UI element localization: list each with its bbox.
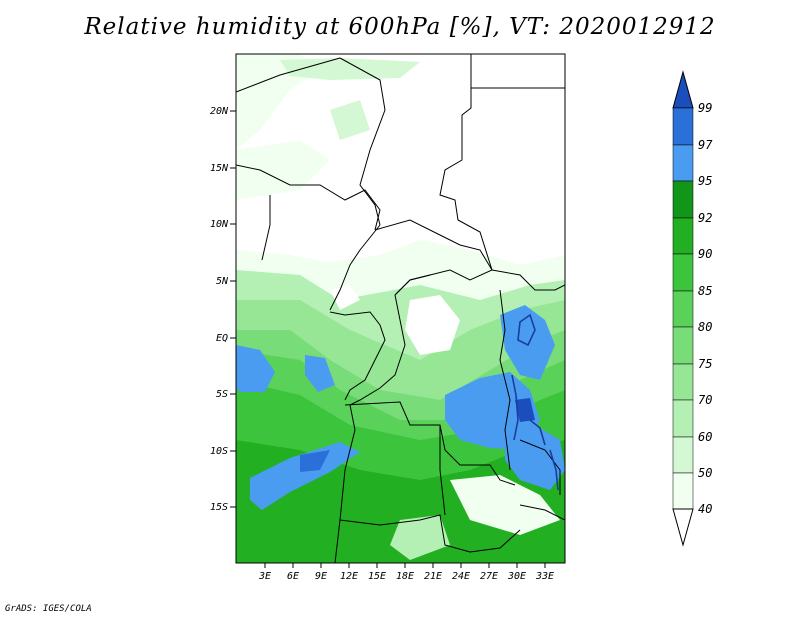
border-niger-chad (339, 57, 386, 226)
rh-patch-south (390, 515, 450, 560)
map-frame (235, 53, 566, 564)
lake-malawi (549, 449, 559, 491)
border-south-sudan (491, 269, 565, 291)
colorbar-label: 75 (698, 357, 712, 371)
rh-blue-coast (305, 355, 335, 392)
border-chad-sudan (394, 54, 493, 296)
lon-label: 27E (480, 571, 498, 582)
longitude-axis: 3E 6E 9E 12E 15E 18E 21E 24E 27E 30E 33E (258, 563, 554, 582)
border-congo-drc (349, 294, 406, 406)
lat-label: 15S (210, 502, 228, 513)
colorbar-segment (672, 472, 694, 510)
lat-label: 5N (216, 276, 229, 287)
colorbar-label: 80 (698, 320, 712, 334)
rh-patch-central-north (330, 100, 370, 140)
lon-label: 9E (315, 571, 327, 582)
colorbar-label: 50 (698, 466, 712, 480)
lon-label: 3E (258, 571, 271, 582)
colorbar-top-arrow (672, 70, 694, 109)
colorbar-bottom-arrow (672, 508, 694, 547)
colorbar-label: 85 (698, 284, 712, 298)
rh-patch-north-west (236, 54, 320, 150)
border-benin-togo (261, 195, 271, 261)
border-angola-zambia (439, 425, 446, 516)
colorbar-label: 95 (698, 174, 712, 188)
rh-blue-core-east (515, 398, 535, 422)
rh-blue-atlantic-core (300, 450, 330, 472)
lake-tanganyika (511, 374, 519, 441)
colorbar-segment (672, 363, 694, 401)
colorbar-label: 70 (698, 393, 712, 407)
lat-label: 20N (210, 106, 229, 117)
lon-label: 24E (452, 571, 470, 582)
country-borders (236, 54, 565, 563)
lon-label: 18E (396, 571, 414, 582)
rh-patch-west-sahel (236, 140, 330, 200)
lat-label: 10S (210, 446, 228, 457)
lon-label: 15E (368, 571, 386, 582)
border-gabon-congo (329, 311, 386, 401)
chart-title: Relative humidity at 600hPa [%], VT: 202… (84, 14, 716, 40)
border-car-south (394, 274, 431, 296)
border-sahel (236, 164, 381, 231)
lakes (511, 313, 559, 491)
colorbar-segment (672, 253, 694, 292)
border-car-north (374, 219, 493, 271)
lon-label: 6E (287, 571, 299, 582)
rh-blue-lakes-south (505, 425, 565, 490)
rh-blue-atlantic-west (236, 345, 275, 392)
border-sahara-west (236, 57, 341, 93)
border-angola-coast (334, 404, 356, 563)
grads-credit: GrADS: IGES/COLA (5, 604, 92, 614)
border-great-lakes (499, 289, 511, 471)
colorbar-segment (672, 326, 694, 365)
colorbar-label: 40 (698, 502, 712, 516)
colorbar: 99 97 95 92 90 85 80 75 70 60 50 40 (672, 70, 713, 547)
colorbar-segment (672, 290, 694, 328)
colorbar-label: 90 (698, 247, 712, 261)
colorbar-segment (672, 399, 694, 438)
rh-patch-north-band (280, 58, 420, 80)
colorbar-segment (672, 180, 694, 219)
colorbar-label: 92 (698, 211, 712, 225)
humidity-field (236, 54, 565, 563)
lat-label: 5S (216, 389, 228, 400)
latitude-axis: 20N 15N 10N 5N EQ 5S 10S 15S (210, 106, 236, 513)
colorbar-label: 97 (698, 138, 713, 152)
colorbar-segment (672, 144, 694, 182)
colorbar-label: 60 (698, 430, 712, 444)
rh-dry-congo (405, 295, 460, 355)
colorbar-label: 99 (698, 101, 712, 115)
lat-label: 15N (210, 163, 229, 174)
lat-label: EQ (216, 333, 228, 344)
border-zimbabwe (519, 504, 565, 521)
lake-victoria (517, 313, 536, 347)
border-nigeria-cameroon (329, 224, 381, 311)
lat-label: 10N (210, 219, 229, 230)
colorbar-segment (672, 436, 694, 474)
rh-blue-atlantic-south (250, 442, 360, 510)
rh-blue-lakes-north (500, 305, 555, 380)
colorbar-segment (672, 107, 694, 146)
rh-dry-southeast (450, 475, 560, 535)
border-angola-namibia (339, 514, 521, 553)
border-drc-angola (344, 401, 516, 486)
lon-label: 12E (340, 571, 358, 582)
lon-label: 30E (507, 571, 526, 582)
rh-dry-cameroon (330, 285, 360, 310)
lon-label: 21E (424, 571, 442, 582)
lon-label: 33E (535, 571, 554, 582)
lake-mweru (529, 419, 546, 446)
colorbar-segment (672, 217, 694, 255)
